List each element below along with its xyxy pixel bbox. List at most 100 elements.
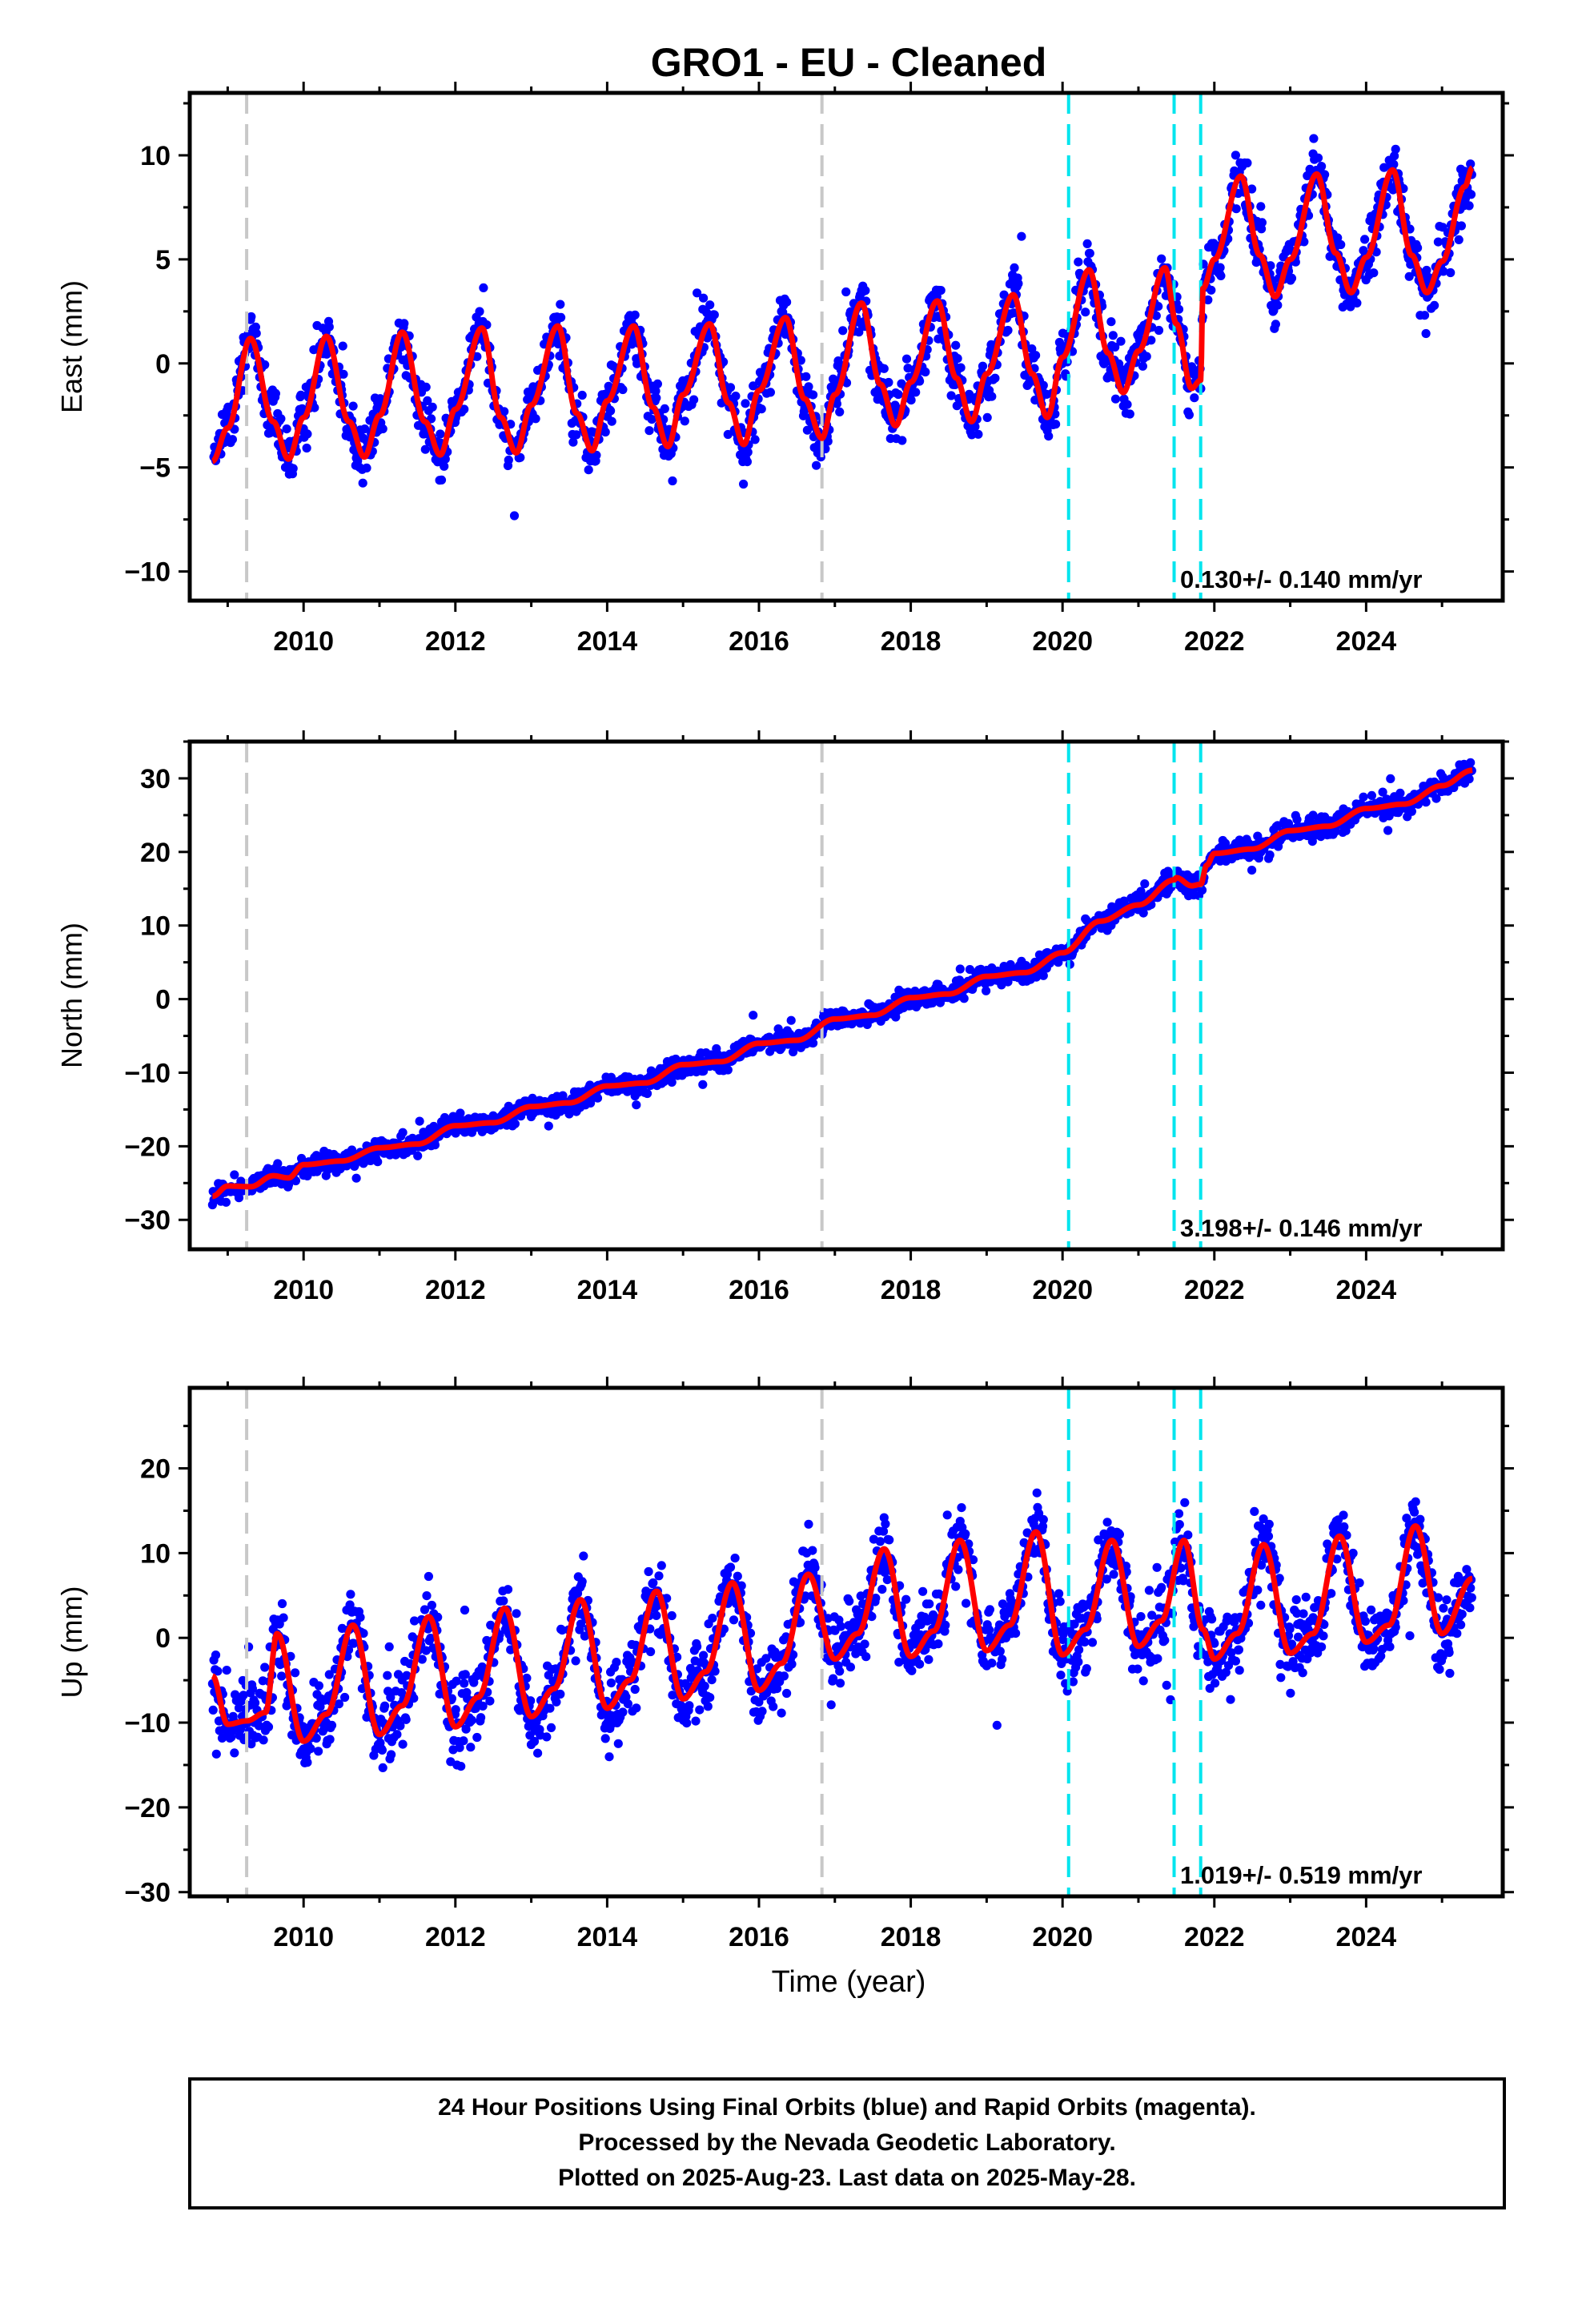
east-data-point	[739, 479, 749, 489]
north-data-point	[415, 1116, 424, 1126]
up-data-point	[630, 1684, 640, 1695]
up-data-point	[925, 1599, 934, 1609]
x-tick-label: 2022	[1184, 1275, 1245, 1305]
east-data-point	[227, 435, 237, 444]
up-panel: 2010 2012 2014 2016 2018 2020 2022 2024−30−20−1…	[55, 1377, 1514, 1952]
east-data-point	[276, 414, 286, 424]
up-data-point	[401, 1715, 411, 1724]
east-data-point	[1243, 158, 1252, 168]
east-data-point	[592, 450, 601, 460]
x-tick-label: 2012	[425, 626, 486, 657]
east-data-point	[1309, 134, 1319, 143]
up-data-point	[260, 1663, 270, 1672]
y-tick-label: −10	[124, 1058, 171, 1088]
up-data-point	[826, 1700, 836, 1710]
up-data-point	[424, 1571, 434, 1582]
east-data-point	[1464, 201, 1474, 211]
east-data-point	[436, 475, 447, 485]
east-data-point	[358, 478, 367, 488]
east-data-point	[339, 369, 348, 379]
east-data-point	[556, 312, 566, 322]
up-data-point	[951, 1582, 961, 1591]
east-data-point	[978, 361, 988, 371]
east-data-point	[660, 404, 669, 413]
east-data-point	[835, 407, 845, 416]
up-data-point	[612, 1658, 621, 1667]
east-data-point	[1413, 243, 1423, 253]
north-data-point	[1383, 826, 1393, 835]
east-data-point	[901, 354, 912, 364]
up-data-point	[208, 1705, 218, 1715]
up-data-point	[918, 1586, 928, 1596]
up-data-point	[577, 1577, 587, 1586]
north-data-point	[592, 1093, 603, 1103]
up-data-point	[398, 1739, 408, 1749]
east-data-point	[475, 307, 484, 316]
x-tick-label: 2024	[1336, 626, 1397, 657]
east-data-point	[516, 452, 525, 462]
east-data-point	[400, 319, 409, 328]
up-data-point	[779, 1671, 789, 1681]
east-data-point	[699, 293, 709, 303]
x-tick-label: 2016	[729, 626, 789, 657]
east-data-point	[1317, 162, 1327, 171]
east-data-point	[1454, 235, 1464, 244]
east-data-point	[1231, 204, 1241, 214]
north-data-point	[1265, 850, 1275, 860]
east-data-point	[1273, 300, 1283, 310]
up-data-point	[769, 1702, 778, 1711]
east-data-point	[644, 426, 654, 436]
x-tick-label: 2014	[577, 1275, 638, 1305]
east-data-point	[1154, 325, 1164, 336]
up-data-point	[707, 1675, 717, 1685]
north-data-point	[221, 1197, 231, 1207]
north-data-point	[1140, 879, 1150, 889]
up-data-point	[460, 1679, 469, 1688]
north-data-point	[510, 1119, 520, 1128]
up-data-point	[962, 1598, 971, 1608]
north-data-point	[273, 1159, 283, 1168]
north-data-point	[456, 1108, 465, 1118]
up-data-point	[600, 1734, 610, 1743]
east-data-point	[709, 310, 719, 320]
east-data-point	[809, 390, 818, 400]
up-data-point	[303, 1758, 312, 1767]
up-data-point	[383, 1671, 392, 1680]
up-data-point	[542, 1732, 552, 1742]
east-data-point	[1369, 268, 1379, 278]
east-data-point	[725, 383, 736, 392]
y-tick-label: 0	[155, 985, 171, 1015]
x-tick-label: 2010	[273, 626, 334, 657]
up-data-point	[472, 1732, 482, 1743]
up-data-point	[875, 1537, 885, 1546]
north-data-point	[642, 1088, 652, 1099]
east-data-point	[1257, 218, 1267, 227]
up-data-point	[384, 1642, 394, 1651]
east-data-point	[556, 300, 565, 309]
up-data-point	[346, 1590, 355, 1599]
up-data-point	[314, 1681, 323, 1691]
east-data-point	[1082, 239, 1092, 248]
up-data-point	[460, 1605, 470, 1615]
y-tick-label: 10	[140, 911, 171, 942]
east-data-point	[693, 288, 702, 298]
east-data-point	[421, 382, 431, 392]
up-data-point	[804, 1519, 813, 1529]
east-data-point	[1110, 394, 1121, 404]
east-data-point	[251, 328, 261, 338]
east-data-point	[801, 372, 811, 381]
up-data-point	[613, 1739, 623, 1748]
up-data-point	[222, 1666, 231, 1675]
east-data-point	[1421, 328, 1431, 339]
east-data-point	[743, 448, 753, 457]
x-tick-label: 2018	[881, 1275, 942, 1305]
up-data-point	[451, 1705, 460, 1715]
north-data-point	[1395, 788, 1405, 798]
y-tick-label: 10	[140, 141, 171, 171]
east-data-point	[436, 429, 445, 439]
east-data-point	[936, 286, 946, 296]
east-data-point	[731, 392, 741, 401]
up-data-point	[693, 1642, 702, 1651]
east-data-point	[838, 326, 848, 336]
east-data-point	[460, 404, 469, 414]
